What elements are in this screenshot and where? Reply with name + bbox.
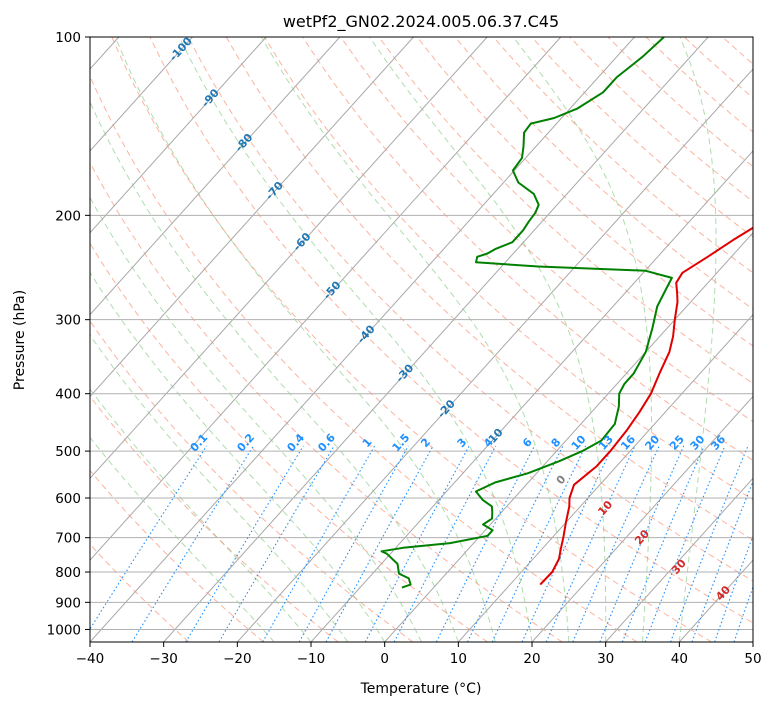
mixing-ratio-line (491, 445, 587, 642)
mixing-ratio-line (185, 445, 304, 642)
y-tick-label: 1000 (47, 622, 81, 638)
x-tick-label: −20 (223, 651, 252, 667)
x-tick-label: 40 (671, 651, 688, 667)
y-tick-label: 600 (55, 491, 81, 507)
mixing-ratio-line (393, 445, 497, 642)
isotherm-line (90, 37, 488, 480)
x-tick-label: −40 (76, 651, 105, 667)
isobar-grid-lines (90, 37, 753, 630)
dry-adiabat-line (90, 543, 190, 642)
x-tick-label: 50 (744, 651, 761, 667)
y-tick-label: 800 (55, 565, 81, 581)
isotherm-line (90, 37, 341, 316)
mixing-ratio-line (691, 480, 753, 642)
y-tick-label: 900 (55, 595, 81, 611)
x-tick-label: 0 (380, 651, 389, 667)
sounding-profiles (380, 37, 753, 589)
mixing-ratio-line (714, 534, 753, 642)
mixing-ratio-line (131, 445, 254, 642)
mixing-ratio-lines (90, 445, 753, 642)
isotherm-line (90, 37, 414, 398)
dry-adiabat-line (90, 161, 563, 642)
mixing-ratio-line (325, 445, 434, 642)
isotherm-line (163, 37, 709, 642)
moist-adiabat-line (512, 37, 653, 642)
moist-adiabat-line (90, 100, 459, 642)
dry-adiabat-line (416, 37, 753, 347)
mixing-ratio-line (599, 445, 685, 642)
moist-adiabat-lines (90, 37, 717, 642)
y-axis-title: Pressure (hPa) (12, 290, 28, 390)
dry-adiabat-line (149, 37, 753, 624)
x-axis-title: Temperature (°C) (360, 681, 482, 697)
dry-adiabat-line (90, 242, 488, 642)
dry-adiabat-line (454, 37, 753, 310)
isotherm-line (90, 37, 267, 234)
moist-adiabat-line (261, 37, 570, 642)
mixing-ratio-line (435, 445, 535, 642)
isotherm-line (384, 231, 753, 642)
isotherm-line (90, 37, 562, 561)
y-tick-label: 500 (55, 444, 81, 460)
moist-adiabat-line (90, 436, 275, 642)
moist-adiabat-line (114, 37, 496, 642)
moist-adiabat-line (178, 37, 533, 642)
mixing-ratio-line (733, 585, 753, 642)
isotherm-line (236, 68, 753, 642)
isotherm-line (457, 313, 753, 642)
mixing-ratio-line (670, 445, 749, 642)
dry-adiabat-line (90, 469, 264, 642)
x-tick-label: 10 (450, 651, 467, 667)
mixing-ratio-line (90, 445, 208, 630)
mixing-ratio-line (298, 445, 409, 642)
temperature-profile-line (539, 226, 753, 586)
x-tick-label: −30 (149, 651, 178, 667)
dewpoint-profile-line (380, 37, 673, 589)
y-tick-label: 200 (55, 208, 81, 224)
x-tick-label: −10 (297, 651, 326, 667)
plot-area: -100-90-80-70-60-50-40-30-20-100.1 0.2 0.4… (90, 37, 753, 642)
y-axis-ticks: 100 200 300 400 500 600 700 800 900 1000 (47, 30, 90, 638)
moist-adiabat-line (369, 37, 607, 642)
plot-frame (89, 36, 754, 643)
isotherm-grid-lines (90, 37, 753, 642)
isotherm-line (90, 37, 193, 152)
y-tick-label: 700 (55, 531, 81, 547)
y-tick-label: 100 (55, 30, 81, 46)
isotherm-line (310, 150, 753, 642)
x-axis-ticks: −40 −30 −20 −10 0 10 20 30 40 50 (76, 642, 762, 667)
dry-adiabat-line (90, 395, 339, 642)
mixing-ratio-line (467, 445, 564, 642)
moist-adiabat-line (90, 334, 349, 642)
y-tick-label: 300 (55, 313, 81, 329)
x-tick-label: 30 (597, 651, 614, 667)
isotherm-line (90, 37, 635, 642)
mixing-ratio-line (218, 445, 335, 642)
mixing-ratio-line (572, 445, 660, 642)
isotherm-line (531, 395, 753, 642)
x-tick-label: 20 (523, 651, 540, 667)
y-tick-label: 400 (55, 387, 81, 403)
moist-adiabat-line (90, 271, 386, 642)
isotherm-line (605, 477, 753, 642)
chart-title: wetPf2_GN02.2024.005.06.37.C45 (283, 12, 559, 32)
